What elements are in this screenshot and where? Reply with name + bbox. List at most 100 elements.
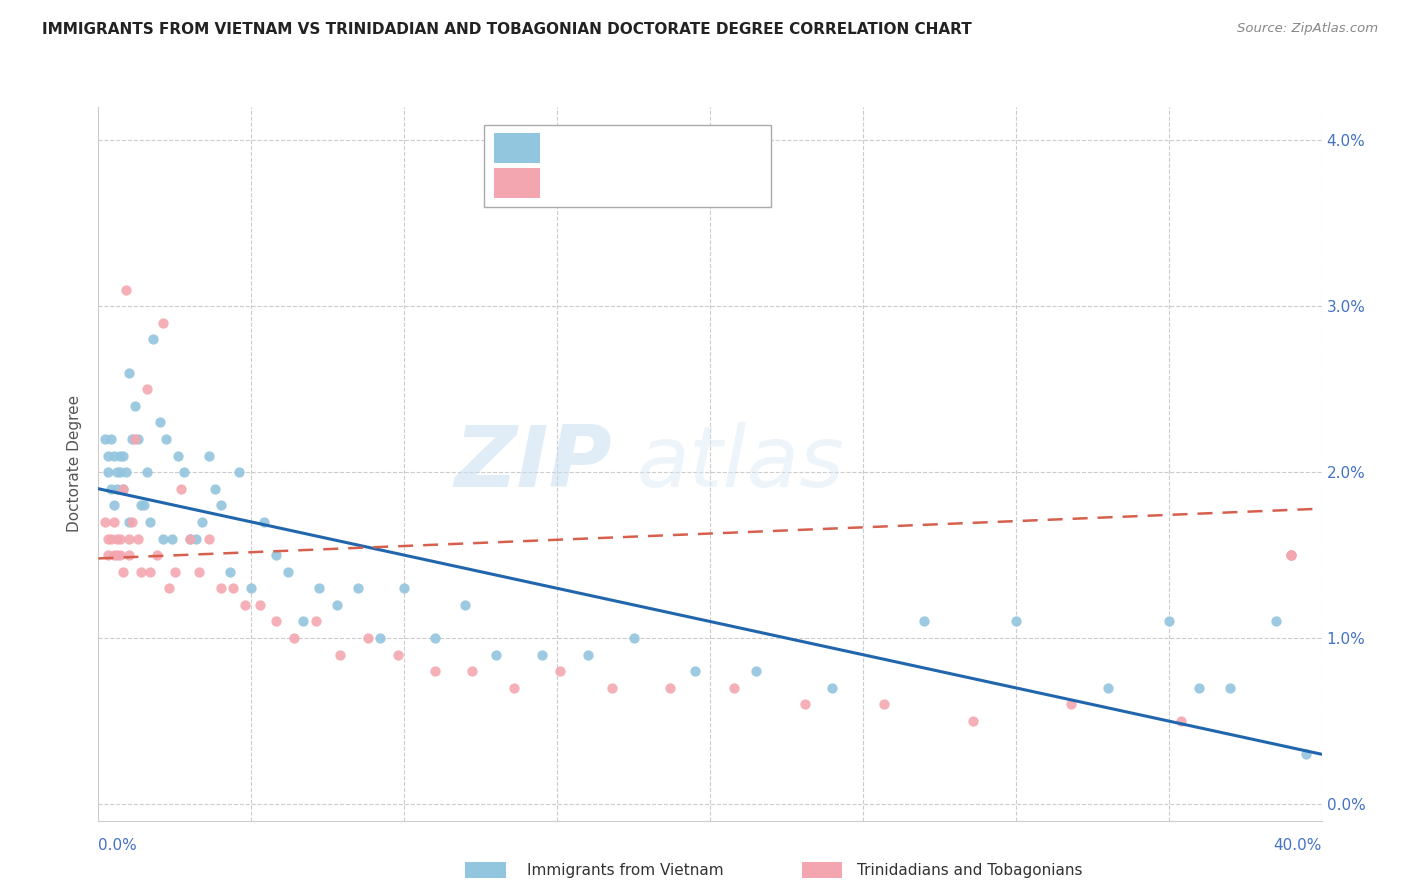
Point [179,532,201,546]
Point [93,432,115,446]
Point [1060,698,1083,712]
Point [283,631,305,645]
Point [160,532,183,546]
Point [1157,615,1180,629]
Point [454,598,477,612]
Point [105,532,128,546]
Text: atlas: atlas [637,422,845,506]
Point [209,582,232,596]
Point [139,565,162,579]
FancyBboxPatch shape [801,862,842,878]
Point [118,532,141,546]
Point [209,499,232,513]
Point [173,465,195,479]
FancyBboxPatch shape [494,169,540,198]
Point [108,548,131,562]
Point [129,499,152,513]
Point [793,698,815,712]
Point [821,681,844,695]
Point [145,548,167,562]
Point [121,432,143,446]
Point [249,598,271,612]
FancyBboxPatch shape [484,125,772,207]
Text: Trinidadians and Tobagonians: Trinidadians and Tobagonians [856,863,1083,878]
Point [124,432,146,446]
Point [134,499,156,513]
Point [1279,548,1302,562]
Point [97,548,120,562]
Point [103,548,125,562]
Text: N = 65: N = 65 [673,140,731,155]
Point [1264,615,1286,629]
Point [530,648,553,662]
Point [197,532,219,546]
Point [108,449,131,463]
Point [186,532,208,546]
Point [100,482,122,496]
Point [108,532,131,546]
Point [1188,681,1211,695]
Point [962,714,984,728]
Text: Immigrants from Vietnam: Immigrants from Vietnam [526,863,723,878]
Point [240,582,263,596]
Point [97,465,120,479]
Point [105,482,128,496]
Point [873,698,896,712]
Point [723,681,745,695]
Point [149,415,172,429]
Point [368,631,391,645]
Point [304,615,326,629]
Point [108,465,131,479]
Point [1295,747,1317,762]
Point [485,648,508,662]
Point [188,565,211,579]
Point [222,582,245,596]
Point [392,582,416,596]
Point [423,631,446,645]
Point [264,615,287,629]
Point [136,382,159,396]
Point [204,482,226,496]
Point [264,548,287,562]
Point [105,548,128,562]
Point [136,465,159,479]
Point [387,648,409,662]
Point [111,482,134,496]
Point [139,515,162,529]
Text: R =  0.071: R = 0.071 [551,176,640,191]
Point [659,681,682,695]
Point [124,399,146,413]
Text: N = 54: N = 54 [673,176,731,191]
Point [129,565,152,579]
Point [423,665,446,679]
Text: 0.0%: 0.0% [98,838,138,854]
Point [111,449,134,463]
Point [152,316,174,330]
Point [228,465,250,479]
Point [163,565,186,579]
Point [1279,548,1302,562]
Point [97,532,120,546]
Point [157,582,180,596]
Point [356,631,378,645]
Point [179,532,201,546]
Point [191,515,214,529]
Point [152,532,174,546]
Point [460,665,482,679]
Text: IMMIGRANTS FROM VIETNAM VS TRINIDADIAN AND TOBAGONIAN DOCTORATE DEGREE CORRELATI: IMMIGRANTS FROM VIETNAM VS TRINIDADIAN A… [42,22,972,37]
Point [623,631,645,645]
Point [118,366,141,380]
Point [576,648,599,662]
Point [326,598,349,612]
Point [118,548,141,562]
Point [197,449,219,463]
Point [1219,681,1241,695]
Point [219,565,242,579]
Point [347,582,370,596]
Point [111,565,134,579]
FancyBboxPatch shape [465,862,506,878]
Point [127,432,149,446]
Point [329,648,352,662]
Point [97,449,120,463]
Point [115,465,138,479]
